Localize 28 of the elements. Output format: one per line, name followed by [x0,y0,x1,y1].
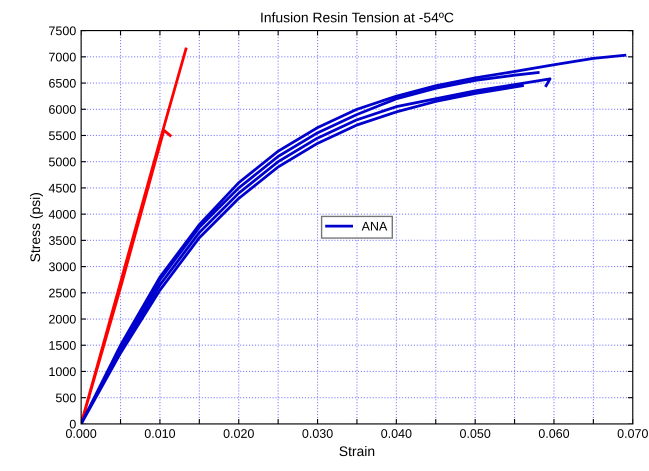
chart-title: Infusion Resin Tension at -54ºC [261,12,454,22]
x-tick-label: 0.020 [224,429,254,438]
x-tick-label: 0.070 [618,429,648,438]
y-tick-label: 7500 [49,26,76,36]
y-tick-label: 0 [70,420,76,429]
x-tick-label: 0.000 [66,429,96,438]
x-tick-label: 0.060 [538,429,570,438]
y-tick-label: 3000 [48,262,76,272]
x-tick-label: 0.040 [381,429,412,438]
y-tick-label: 6000 [49,105,76,114]
y-axis-title: Stress (psi) [30,193,43,262]
y-tick-label: 500 [56,393,76,402]
x-tick-label: 0.030 [302,429,333,438]
y-tick-label: 6500 [49,78,76,88]
y-tick-label: 4500 [48,184,76,193]
y-tick-label: 2000 [49,314,76,324]
y-tick-label: 3500 [48,236,76,246]
y-tick-label: 1500 [49,341,76,350]
x-axis-title: Strain [339,446,374,456]
x-tick-label: 0.010 [144,429,176,438]
x-tick-label: 0.050 [460,429,490,438]
y-tick-label: 7000 [49,52,76,62]
y-tick-label: 4000 [48,210,76,219]
y-tick-label: 1000 [49,367,76,376]
y-tick-label: 2500 [49,288,76,298]
y-tick-label: 5000 [48,158,76,166]
legend-label: ANA [362,222,388,230]
y-tick-label: 5500 [48,131,76,140]
